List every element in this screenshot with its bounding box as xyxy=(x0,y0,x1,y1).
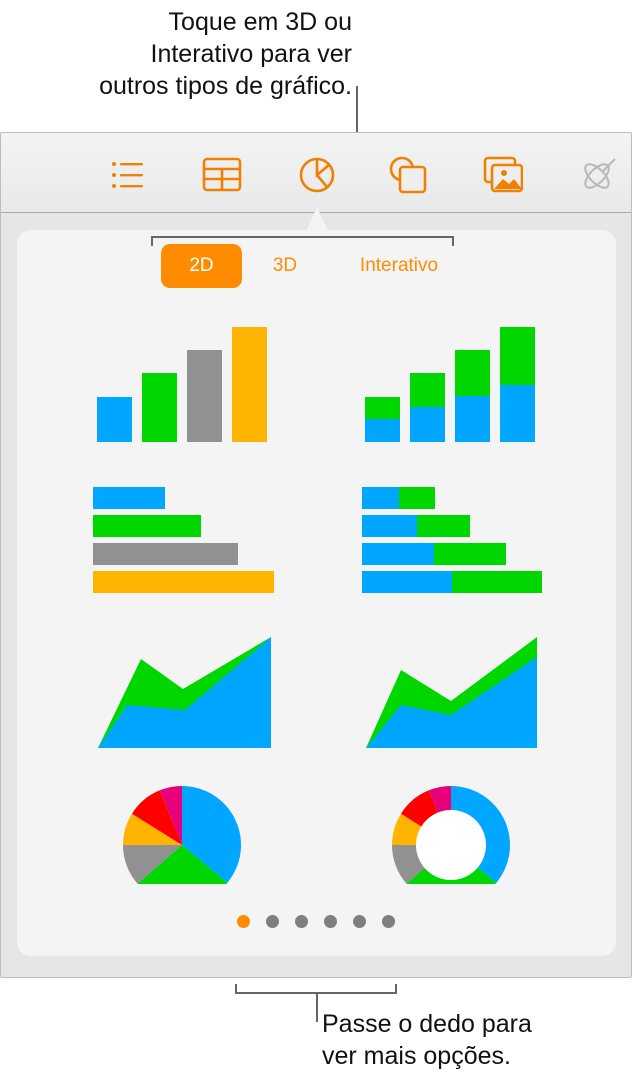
page-dot[interactable] xyxy=(266,915,279,928)
page-dot[interactable] xyxy=(237,915,250,928)
slice xyxy=(123,845,182,884)
media-icon[interactable] xyxy=(483,155,523,195)
page-dot[interactable] xyxy=(295,915,308,928)
callout-line: Interativo para ver xyxy=(150,40,353,68)
callout-line: Passe o dedo para xyxy=(322,1010,532,1038)
bracket-end xyxy=(151,236,153,246)
app-window: 2D 3D Interativo xyxy=(0,132,632,978)
slice xyxy=(159,786,182,845)
bracket-end xyxy=(395,984,397,994)
top-callout: Toque em 3D ou Interativo para ver outro… xyxy=(99,6,352,102)
pie-chart-style[interactable] xyxy=(117,785,247,885)
slice xyxy=(123,813,182,845)
stacked-column-chart-style[interactable] xyxy=(362,325,542,445)
stacked-bar-chart-style[interactable] xyxy=(361,485,546,600)
slice xyxy=(131,790,182,845)
table-icon[interactable] xyxy=(202,155,242,195)
drawing-icon[interactable] xyxy=(579,155,619,195)
page-dot[interactable] xyxy=(324,915,337,928)
toolbar xyxy=(1,133,631,213)
page-dot[interactable] xyxy=(353,915,366,928)
callout-line: ver mais opções. xyxy=(322,1042,511,1070)
callout-leader xyxy=(316,992,318,1022)
area-chart-style[interactable] xyxy=(97,635,277,750)
bottom-callout: Passe o dedo para ver mais opções. xyxy=(322,1008,532,1072)
slice xyxy=(137,845,228,884)
slice xyxy=(182,786,241,883)
segment-2d[interactable]: 2D xyxy=(161,244,242,288)
bracket xyxy=(151,236,454,238)
shapes-icon[interactable] xyxy=(388,155,428,195)
list-icon[interactable] xyxy=(106,155,146,195)
stacked-area-chart-style[interactable] xyxy=(365,635,545,750)
segment-interativo[interactable]: Interativo xyxy=(359,255,439,276)
column-chart-style[interactable] xyxy=(92,325,272,445)
page-dot[interactable] xyxy=(382,915,395,928)
bracket-end xyxy=(452,236,454,246)
bracket-end xyxy=(235,984,237,994)
donut-hole xyxy=(416,810,486,880)
chart-popover: 2D 3D Interativo xyxy=(17,230,616,956)
segment-3d[interactable]: 3D xyxy=(272,255,298,276)
chart-icon[interactable] xyxy=(297,155,337,195)
callout-line: Toque em 3D ou xyxy=(168,8,352,36)
callout-line: outros tipos de gráfico. xyxy=(99,72,352,100)
bar-chart-style[interactable] xyxy=(92,485,277,600)
donut-chart-style[interactable] xyxy=(386,785,516,885)
chart-type-segmented-control: 2D 3D Interativo xyxy=(17,244,616,288)
